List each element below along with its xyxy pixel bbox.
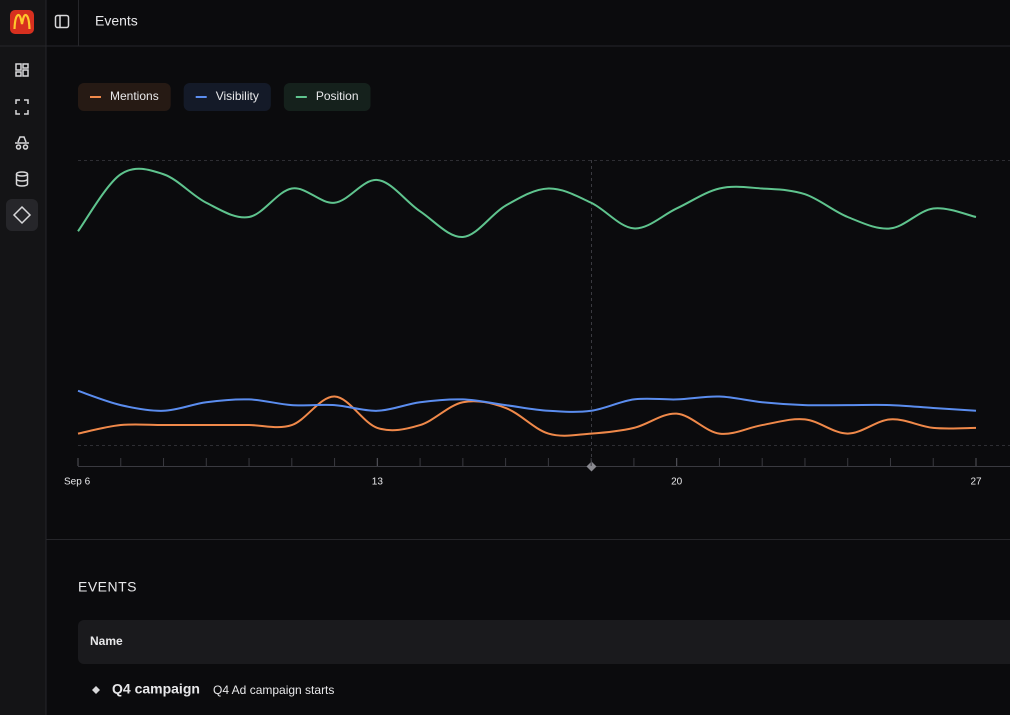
nav-scan[interactable] (15, 99, 29, 115)
nav-events[interactable] (12, 205, 32, 225)
legend-label: Visibility (216, 89, 259, 103)
series-line (77, 389, 977, 413)
legend-item[interactable]: Mentions (78, 83, 171, 111)
sidebar (0, 0, 46, 715)
column-header: Name (90, 634, 123, 648)
x-tick-label: 27 (970, 477, 982, 488)
legend-pill (183, 83, 271, 111)
nav-incognito[interactable] (15, 136, 29, 150)
table-header (78, 620, 1010, 664)
nav-dashboard[interactable] (15, 63, 29, 77)
series-line (77, 395, 977, 437)
x-tick-label: Sep 6 (64, 477, 91, 488)
x-tick-label: 13 (372, 477, 384, 488)
sidebar-toggle[interactable] (54, 14, 70, 29)
section-title: EVENTS (78, 579, 137, 595)
legend-label: Position (316, 89, 359, 103)
chart: Sep 6 13 20 27 (64, 160, 1010, 488)
legend-pill (283, 83, 371, 111)
legend-item[interactable]: Visibility (183, 83, 271, 111)
series-line (77, 167, 977, 238)
nav-active-bg (6, 199, 38, 231)
nav-database[interactable] (15, 171, 29, 187)
logo[interactable] (10, 10, 34, 34)
row-icon (92, 686, 100, 694)
legend-pill (78, 83, 171, 111)
event-marker[interactable] (586, 461, 597, 472)
legend-item[interactable]: Position (283, 83, 371, 111)
legend-label: Mentions (110, 89, 159, 103)
x-tick-label: 20 (671, 477, 683, 488)
event-description: Q4 Ad campaign starts (213, 683, 334, 697)
page-title: Events (95, 13, 138, 29)
event-name[interactable]: Q4 campaign (112, 681, 200, 697)
